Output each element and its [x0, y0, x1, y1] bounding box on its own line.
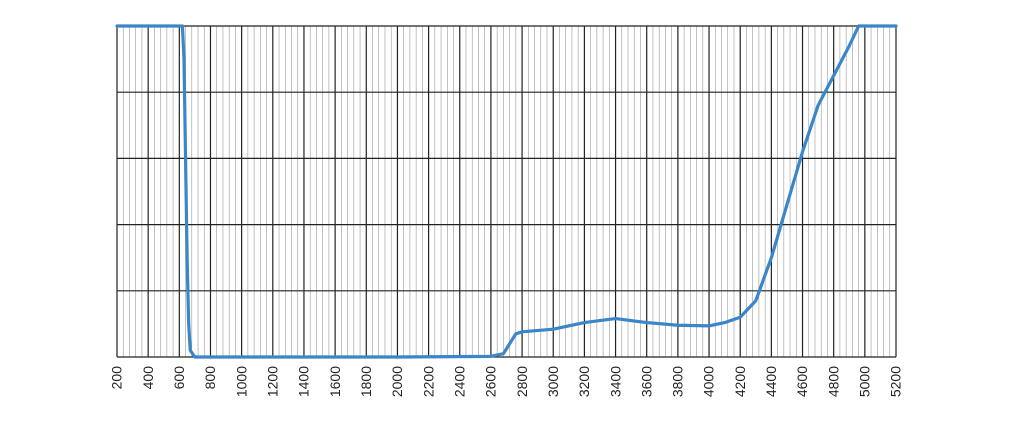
- x-tick-label: 800: [202, 366, 218, 390]
- x-tick-label: 3400: [607, 366, 623, 397]
- x-tick-label: 3000: [545, 366, 561, 397]
- minor-gridlines: [122, 26, 891, 357]
- x-tick-label: 4600: [794, 366, 810, 397]
- x-tick-label: 1800: [358, 366, 374, 397]
- x-tick-label: 2200: [420, 366, 436, 397]
- x-tick-label: 5000: [857, 366, 873, 397]
- x-tick-label: 4000: [701, 366, 717, 397]
- x-tick-label: 400: [140, 366, 156, 390]
- major-gridlines: [116, 25, 897, 358]
- series-layer: [115, 24, 898, 359]
- series-line-0: [115, 24, 898, 359]
- x-tick-label: 3600: [638, 366, 654, 397]
- x-tick-label: 5200: [888, 366, 904, 397]
- x-tick-label: 2600: [483, 366, 499, 397]
- x-tick-label: 1200: [265, 366, 281, 397]
- x-tick-label: 3200: [576, 366, 592, 397]
- x-tick-label: 1600: [327, 366, 343, 397]
- x-tick-label: 200: [109, 366, 125, 390]
- x-tick-label: 2000: [389, 366, 405, 397]
- x-tick-label: 2400: [451, 366, 467, 397]
- x-tick-label: 1400: [296, 366, 312, 397]
- x-tick-label: 4200: [732, 366, 748, 397]
- x-tick-label: 1000: [233, 366, 249, 397]
- x-tick-label: 4800: [825, 366, 841, 397]
- x-tick-label: 3800: [670, 366, 686, 397]
- x-tick-label: 600: [171, 366, 187, 390]
- x-tick-labels: 200 400 600 800 1000 1200 1400 1600 1800 2000 2200…: [109, 366, 904, 397]
- x-tick-label: 4400: [763, 366, 779, 397]
- x-tick-label: 2800: [514, 366, 530, 397]
